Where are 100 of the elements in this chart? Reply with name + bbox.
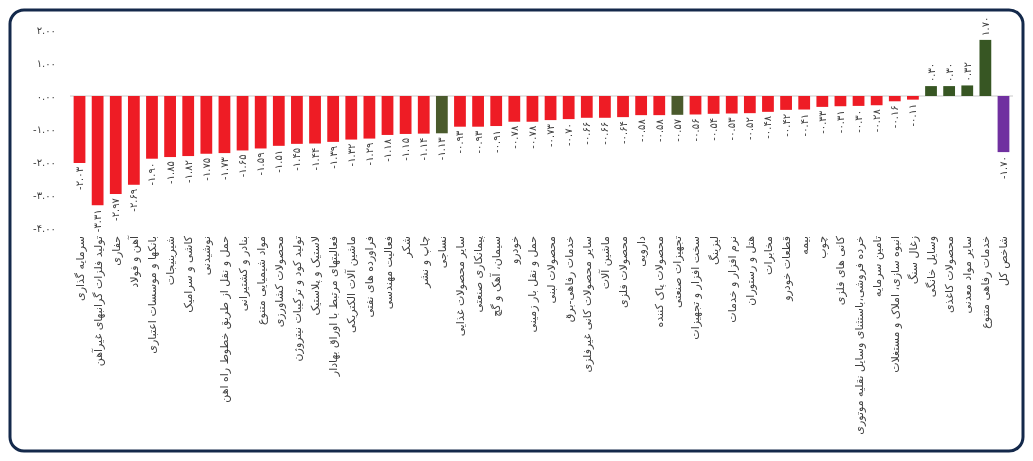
bar <box>870 96 883 106</box>
bar <box>961 85 974 96</box>
data-label: -۰.۹۳ <box>454 130 466 154</box>
data-label: -۰.۴۱ <box>798 113 810 137</box>
bar <box>73 96 86 163</box>
bar <box>327 96 340 142</box>
bar <box>526 96 539 122</box>
data-label: -۰.۳۰ <box>853 109 865 133</box>
bar <box>381 96 394 135</box>
bar <box>490 96 503 127</box>
x-tick-label: محصولات کشاورزی <box>272 235 286 328</box>
data-label: -۱.۸۲ <box>182 160 194 183</box>
x-tick-label: بانکها و موسسات اعتباری <box>145 236 159 354</box>
x-tick-label: حفاری <box>109 236 123 266</box>
bar <box>363 96 376 139</box>
x-tick-label: ماشین آلات <box>597 235 612 290</box>
data-label: -۰.۴۸ <box>762 115 774 139</box>
x-tick-label: سایر مواد معدنی <box>961 236 975 314</box>
data-label: -۰.۹۳ <box>472 130 484 154</box>
data-label: -۲.۰۳ <box>74 166 86 190</box>
x-tick-label: لیزینگ <box>707 236 721 265</box>
x-tick-label: بیمه <box>798 236 812 255</box>
x-tick-label: شکر <box>399 236 413 259</box>
x-tick-label: محصولات کاغذی <box>943 235 957 314</box>
x-tick-label: نرم افزار و خدمات <box>725 236 739 323</box>
y-tick-label: -۱.۰۰ <box>33 123 56 135</box>
bar <box>164 96 176 158</box>
x-tick-label: خدمات رفاهی-برق <box>562 236 576 323</box>
x-tick-label: وسایل خانگی <box>925 236 939 298</box>
data-label: -۰.۶۶ <box>599 121 611 145</box>
bar <box>218 96 231 154</box>
data-label: ۰.۳۰ <box>943 62 955 83</box>
bar <box>254 96 267 149</box>
x-tick-label: محصولات لبنی <box>544 235 558 304</box>
x-tick-label: آهن و فولاد <box>126 235 141 288</box>
x-tick-label: سخت افزار و تجهیزات <box>689 236 703 340</box>
data-label: -۱.۳۹ <box>327 145 339 169</box>
data-label: -۰.۷۳ <box>545 123 557 147</box>
x-tick-label: بنادر و کشتیرانی <box>236 236 250 312</box>
bar <box>345 96 358 140</box>
x-tick-label: تولید کود و ترکیبات نیتروژن <box>290 236 304 362</box>
x-tick-label: انبوه سازی، املاک و مستغلات <box>888 236 902 373</box>
bar <box>599 96 611 118</box>
data-label: -۱.۷۵ <box>200 157 212 181</box>
bar <box>562 96 575 120</box>
x-tick-label: سیمان، آهک و گچ <box>489 236 504 317</box>
y-tick-label: ۲.۰۰ <box>36 24 56 36</box>
bar <box>508 96 521 122</box>
data-label: -۰.۵۲ <box>744 117 756 141</box>
bar <box>907 96 919 100</box>
bar <box>127 96 140 185</box>
data-label: -۰.۱۱ <box>907 103 919 127</box>
bar <box>635 96 648 116</box>
bar <box>182 96 195 157</box>
bar <box>309 96 321 144</box>
y-tick-label: -۲.۰۰ <box>33 156 56 168</box>
data-label: -۰.۴۲ <box>780 113 792 137</box>
bar <box>852 96 865 106</box>
data-label: -۱.۸۵ <box>164 161 176 184</box>
x-tick-label: خودرو <box>508 236 522 266</box>
data-label: -۱.۵۹ <box>255 152 267 176</box>
data-label: -۰.۵۸ <box>635 118 647 143</box>
data-label: -۰.۱۶ <box>889 105 901 129</box>
data-label: -۱.۴۵ <box>291 147 303 171</box>
x-tick-label: مواد شیمیایی متنوع <box>254 235 268 326</box>
data-label: -۰.۵۴ <box>708 117 720 141</box>
bar <box>91 96 104 206</box>
bar <box>472 96 484 127</box>
bar <box>653 96 666 116</box>
data-label: -۰.۹۱ <box>490 130 502 153</box>
bar <box>816 96 829 107</box>
x-tick-label: چاپ و نشر <box>417 236 431 289</box>
data-label: -۱.۱۸ <box>382 138 393 162</box>
data-label: -۱.۱۳ <box>436 136 448 161</box>
x-tick-label: سایر محصولات کانی غیرفلزی <box>580 236 594 373</box>
bar <box>435 96 448 134</box>
x-tick-label: فعالیتهای مرتبط با اوراق بهادار <box>327 236 341 378</box>
bar <box>109 96 122 195</box>
x-tick-label: تامین سرمایه <box>870 236 884 297</box>
data-label: -۱.۳۲ <box>345 143 357 167</box>
data-label: -۱.۶۵ <box>237 154 249 178</box>
data-label: -۱.۲۹ <box>363 142 375 166</box>
data-label: -۲.۹۷ <box>110 197 122 221</box>
x-tick-label: چوب <box>816 236 830 259</box>
data-label: -۰.۵۷ <box>671 118 683 142</box>
bar <box>200 96 213 154</box>
data-label: -۰.۵۳ <box>726 116 738 141</box>
x-tick-label: فعالیت مهندسی <box>381 236 395 310</box>
data-label: -۰.۵۸ <box>653 118 665 143</box>
data-label: -۲.۶۹ <box>128 188 140 212</box>
bar <box>888 96 901 102</box>
data-label: -۱.۹۰ <box>146 162 158 186</box>
bar <box>997 96 1010 153</box>
data-label: -۰.۳۱ <box>834 110 846 134</box>
data-label: -۰.۳۳ <box>816 110 828 134</box>
data-label: -۱.۷۰ <box>997 156 1009 180</box>
x-tick-label: شیرینیجات <box>164 236 178 286</box>
data-label: ۱.۷۰ <box>979 16 991 36</box>
data-label: -۰.۶۶ <box>581 121 593 145</box>
bar <box>689 96 702 115</box>
